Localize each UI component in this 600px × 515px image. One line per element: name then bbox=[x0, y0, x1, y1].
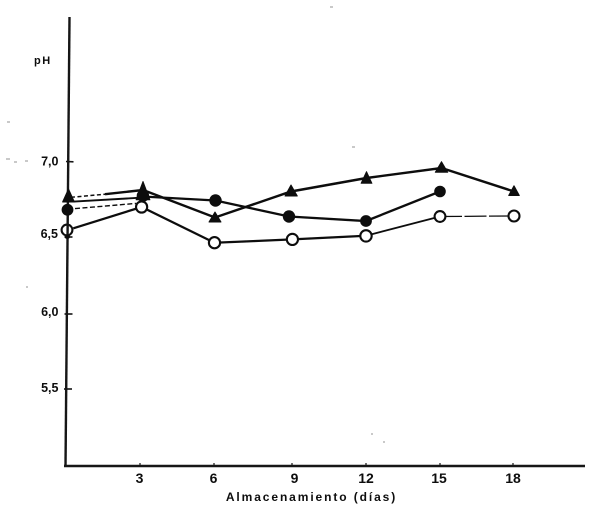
svg-text:18: 18 bbox=[505, 470, 521, 486]
svg-text:12: 12 bbox=[358, 470, 374, 486]
svg-text:pH: pH bbox=[34, 55, 52, 67]
svg-text:6,5: 6,5 bbox=[41, 227, 58, 241]
svg-text:6: 6 bbox=[210, 470, 218, 486]
svg-text:7,0: 7,0 bbox=[41, 155, 58, 169]
svg-text:3: 3 bbox=[136, 470, 144, 486]
svg-text:9: 9 bbox=[291, 470, 299, 486]
svg-text:5,5: 5,5 bbox=[41, 381, 58, 395]
svg-text:15: 15 bbox=[431, 470, 447, 486]
svg-text:Almacenamiento (días): Almacenamiento (días) bbox=[226, 490, 397, 504]
svg-text:6,0: 6,0 bbox=[41, 305, 58, 319]
